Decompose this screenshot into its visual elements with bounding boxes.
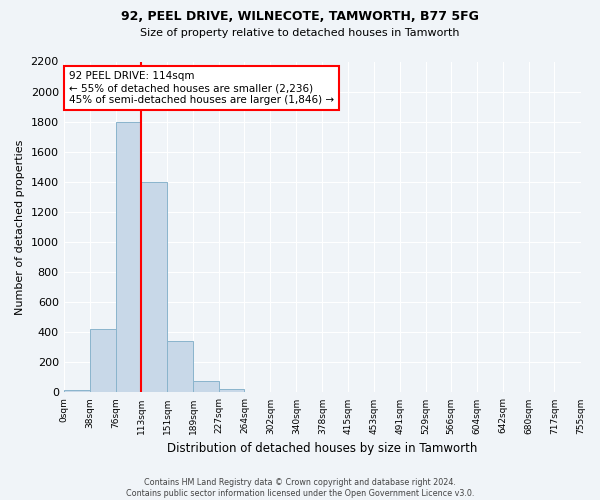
Bar [89,328,116,392]
Bar [141,182,167,392]
Text: 92, PEEL DRIVE, WILNECOTE, TAMWORTH, B77 5FG: 92, PEEL DRIVE, WILNECOTE, TAMWORTH, B77… [121,10,479,23]
Bar [219,390,244,392]
Bar [64,390,89,392]
Text: 92 PEEL DRIVE: 114sqm
← 55% of detached houses are smaller (2,236)
45% of semi-d: 92 PEEL DRIVE: 114sqm ← 55% of detached … [69,72,334,104]
Bar [193,381,219,392]
Y-axis label: Number of detached properties: Number of detached properties [15,140,25,314]
Text: Size of property relative to detached houses in Tamworth: Size of property relative to detached ho… [140,28,460,38]
Bar [116,122,141,392]
X-axis label: Distribution of detached houses by size in Tamworth: Distribution of detached houses by size … [167,442,477,455]
Bar [167,340,193,392]
Text: Contains HM Land Registry data © Crown copyright and database right 2024.
Contai: Contains HM Land Registry data © Crown c… [126,478,474,498]
